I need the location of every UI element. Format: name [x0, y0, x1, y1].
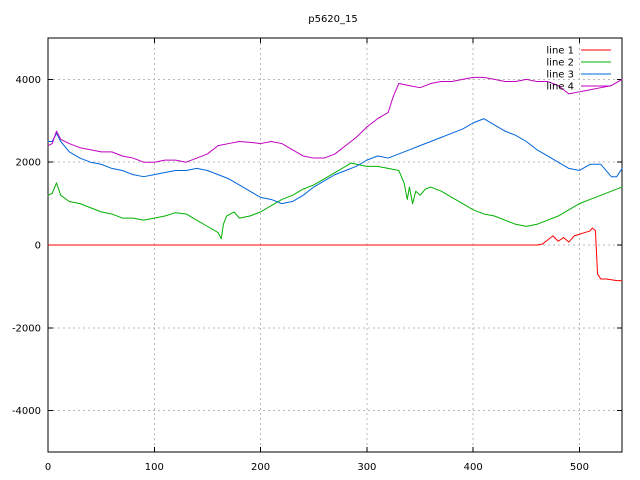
y-tick-label: 4000	[16, 75, 41, 86]
x-tick-label: 200	[251, 462, 270, 473]
series-line-1	[47, 227, 623, 282]
legend-label-4: line 4	[546, 82, 574, 93]
x-tick-label: 500	[570, 462, 589, 473]
y-tick-label: 0	[35, 241, 41, 252]
y-tick-label: -4000	[12, 406, 41, 417]
legend-label-3: line 3	[546, 70, 574, 81]
tick-layer: 0 100 200 300 400 500 -4000 -2000 0 2000 4000	[12, 38, 622, 473]
x-tick-label: 100	[145, 462, 164, 473]
series-line-2	[47, 162, 623, 240]
series-line-3	[47, 118, 623, 205]
series-layer	[47, 76, 623, 282]
x-tick-label: 400	[464, 462, 483, 473]
x-tick-label: 300	[357, 462, 376, 473]
legend-label-2: line 2	[546, 58, 574, 69]
x-tick-label: 0	[45, 462, 51, 473]
chart-title: p5620_15	[308, 14, 358, 25]
y-tick-label: 2000	[16, 158, 41, 169]
legend-label-1: line 1	[546, 46, 574, 57]
series-line-4	[47, 76, 623, 163]
y-tick-label: -2000	[12, 323, 41, 334]
